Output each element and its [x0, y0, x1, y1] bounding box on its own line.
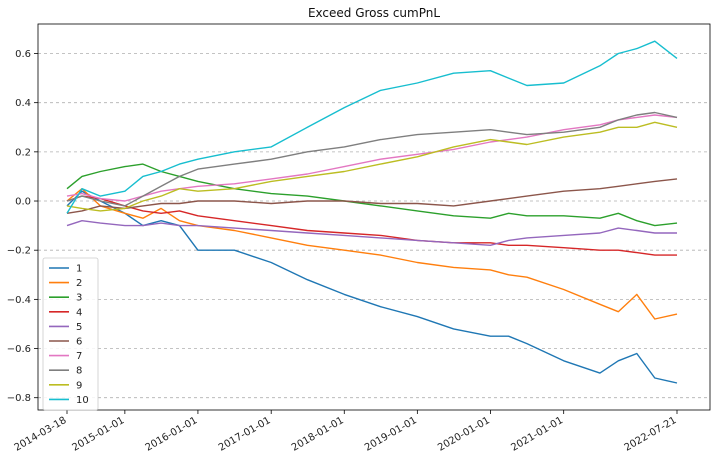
y-tick-label: 0.6: [15, 49, 31, 60]
x-tick-label: 2017-01-01: [217, 415, 273, 454]
legend-label-8: 8: [76, 366, 82, 377]
y-tick-label: 0.2: [15, 147, 31, 158]
series-line-2: [66, 188, 678, 320]
series-lines: [66, 40, 678, 384]
legend-box: [42, 257, 99, 411]
x-tick-label: 2019-01-01: [363, 415, 419, 454]
legend-label-9: 9: [76, 380, 82, 391]
series-line-1: [66, 190, 678, 384]
x-axis: 2014-03-18 2015-01-01 2016-01-01 2017-01-01…: [13, 410, 679, 454]
x-tick-label: 2018-01-01: [290, 415, 346, 454]
series-line-4: [66, 195, 677, 256]
y-tick-label: 0.0: [15, 197, 31, 208]
legend-label-5: 5: [76, 322, 82, 333]
y-tick-label: 0.4: [15, 98, 31, 109]
y-axis: −0.8 −0.6 −0.4 −0.2 0.0 0.2 0.4 0.6: [7, 49, 38, 404]
legend-label-6: 6: [76, 337, 82, 348]
legend-label-4: 4: [76, 307, 82, 318]
y-tick-label: −0.6: [7, 344, 31, 355]
series-line-10: [66, 40, 678, 214]
x-tick-label: 2022-07-21: [623, 415, 679, 454]
series-line-7: [66, 114, 678, 202]
series-line-8: [66, 111, 678, 207]
legend-label-3: 3: [76, 293, 82, 304]
y-tick-label: −0.8: [7, 393, 31, 404]
x-tick-label: 2014-03-18: [13, 415, 69, 454]
chart-title: Exceed Gross cumPnL: [308, 6, 440, 20]
x-tick-label: 2021-01-01: [509, 415, 565, 454]
legend: 1 2 3 4 5 6 7 8 9 10: [42, 257, 99, 411]
x-tick-label: 2020-01-01: [436, 415, 492, 454]
legend-label-2: 2: [76, 278, 82, 289]
series-line-6: [66, 178, 678, 214]
legend-label-10: 10: [76, 395, 89, 406]
series-line-5: [66, 220, 677, 246]
x-tick-label: 2016-01-01: [144, 415, 200, 454]
x-tick-label: 2015-01-01: [71, 415, 127, 454]
series-line-3: [66, 163, 678, 227]
legend-label-1: 1: [76, 264, 82, 275]
y-tick-label: −0.2: [7, 246, 31, 257]
plot-frame: [37, 23, 711, 411]
y-tick-label: −0.4: [7, 295, 31, 306]
legend-label-7: 7: [76, 351, 82, 362]
series-line-9: [66, 121, 678, 212]
